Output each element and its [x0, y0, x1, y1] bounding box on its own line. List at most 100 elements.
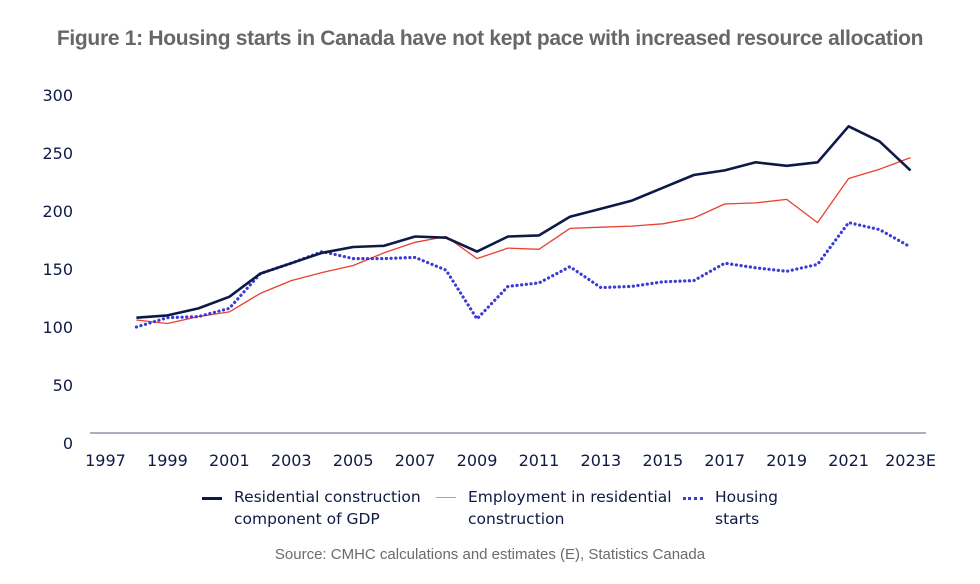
data-point — [227, 310, 231, 314]
series-line-employment — [136, 156, 911, 325]
x-tick-label: 2011 — [519, 451, 560, 470]
data-point — [165, 313, 169, 317]
data-point — [320, 251, 324, 255]
data-point — [506, 284, 510, 288]
data-point — [475, 257, 479, 261]
series-layer — [134, 124, 913, 329]
y-tick-label: 150 — [42, 260, 73, 279]
data-point — [382, 257, 386, 261]
data-point — [351, 245, 355, 249]
data-point — [599, 225, 603, 229]
data-point — [351, 264, 355, 268]
data-point — [196, 315, 200, 319]
series-line-gdp — [136, 125, 912, 319]
data-point — [816, 160, 820, 164]
x-tick-label: 2019 — [766, 451, 807, 470]
y-tick-label: 250 — [42, 144, 73, 163]
data-point — [909, 156, 913, 160]
data-point — [661, 186, 665, 190]
data-point — [351, 257, 355, 261]
data-point — [537, 281, 541, 285]
x-tick-label: 2021 — [828, 451, 869, 470]
x-tick-label: 1999 — [147, 451, 188, 470]
y-tick-label: 0 — [63, 434, 73, 453]
data-point — [816, 262, 820, 266]
data-point — [909, 245, 913, 249]
data-point — [134, 316, 138, 320]
legend-label: Residential construction component of GD… — [234, 488, 421, 528]
data-point — [227, 306, 231, 310]
legend-swatch-solid-thin — [436, 497, 456, 498]
data-point — [878, 139, 882, 143]
legend-label: Housing starts — [715, 488, 779, 528]
data-point — [382, 244, 386, 248]
x-tick-label: 2003 — [271, 451, 312, 470]
data-point — [537, 233, 541, 237]
y-tick-label: 50 — [53, 376, 73, 395]
y-tick-label: 100 — [42, 318, 73, 337]
data-point — [134, 325, 138, 329]
data-point — [537, 247, 541, 251]
legend: Residential construction component of GD… — [0, 486, 980, 536]
x-tick-label: 1997 — [85, 451, 126, 470]
data-point — [630, 224, 634, 228]
data-point — [568, 265, 572, 269]
x-tick-label: 2007 — [395, 451, 436, 470]
data-point — [878, 228, 882, 232]
data-point — [661, 222, 665, 226]
y-tick-label: 200 — [42, 202, 73, 221]
data-point — [909, 168, 913, 172]
data-point — [506, 246, 510, 250]
data-point — [754, 201, 758, 205]
data-point — [754, 160, 758, 164]
legend-swatch-solid-thick — [202, 497, 222, 500]
data-point — [661, 280, 665, 284]
legend-label: Employment in residential construction — [468, 488, 672, 528]
data-point — [382, 251, 386, 255]
series-line-housing-starts — [134, 221, 913, 329]
data-point — [692, 173, 696, 177]
data-point — [785, 164, 789, 168]
data-point — [196, 306, 200, 310]
data-point — [258, 291, 262, 295]
x-tick-label: 2017 — [704, 451, 745, 470]
data-point — [475, 317, 479, 321]
x-tick-label: 2009 — [457, 451, 498, 470]
data-point — [320, 271, 324, 275]
data-point — [568, 215, 572, 219]
legend-item-gdp: Residential construction component of GD… — [202, 486, 421, 530]
data-point — [847, 221, 851, 225]
x-tick-label: 2001 — [209, 451, 250, 470]
x-tick-label: 2005 — [333, 451, 374, 470]
y-axis-ticks: 0 50 100 150 200 250 300 — [42, 86, 73, 453]
data-point — [165, 322, 169, 326]
data-point — [878, 167, 882, 171]
data-point — [847, 124, 851, 128]
legend-item-housing-starts: Housing starts — [683, 486, 778, 530]
data-point — [630, 199, 634, 203]
data-point — [444, 268, 448, 272]
data-point — [506, 235, 510, 239]
data-point — [723, 168, 727, 172]
data-point — [289, 279, 293, 283]
data-point — [723, 202, 727, 206]
data-point — [599, 207, 603, 211]
data-point — [785, 269, 789, 273]
data-point — [754, 266, 758, 270]
data-point — [723, 261, 727, 265]
source-note: Source: CMHC calculations and estimates … — [274, 546, 706, 563]
data-point — [413, 235, 417, 239]
data-point — [785, 197, 789, 201]
data-point — [599, 286, 603, 290]
y-tick-label: 300 — [42, 86, 73, 105]
data-point — [630, 284, 634, 288]
data-point — [258, 272, 262, 276]
x-tick-label: 2023E — [885, 451, 936, 470]
x-tick-label: 2015 — [642, 451, 683, 470]
data-point — [289, 261, 293, 265]
data-point — [444, 236, 448, 240]
chart-title: Figure 1: Housing starts in Canada have … — [56, 27, 924, 50]
data-point — [475, 250, 479, 254]
data-point — [816, 221, 820, 225]
